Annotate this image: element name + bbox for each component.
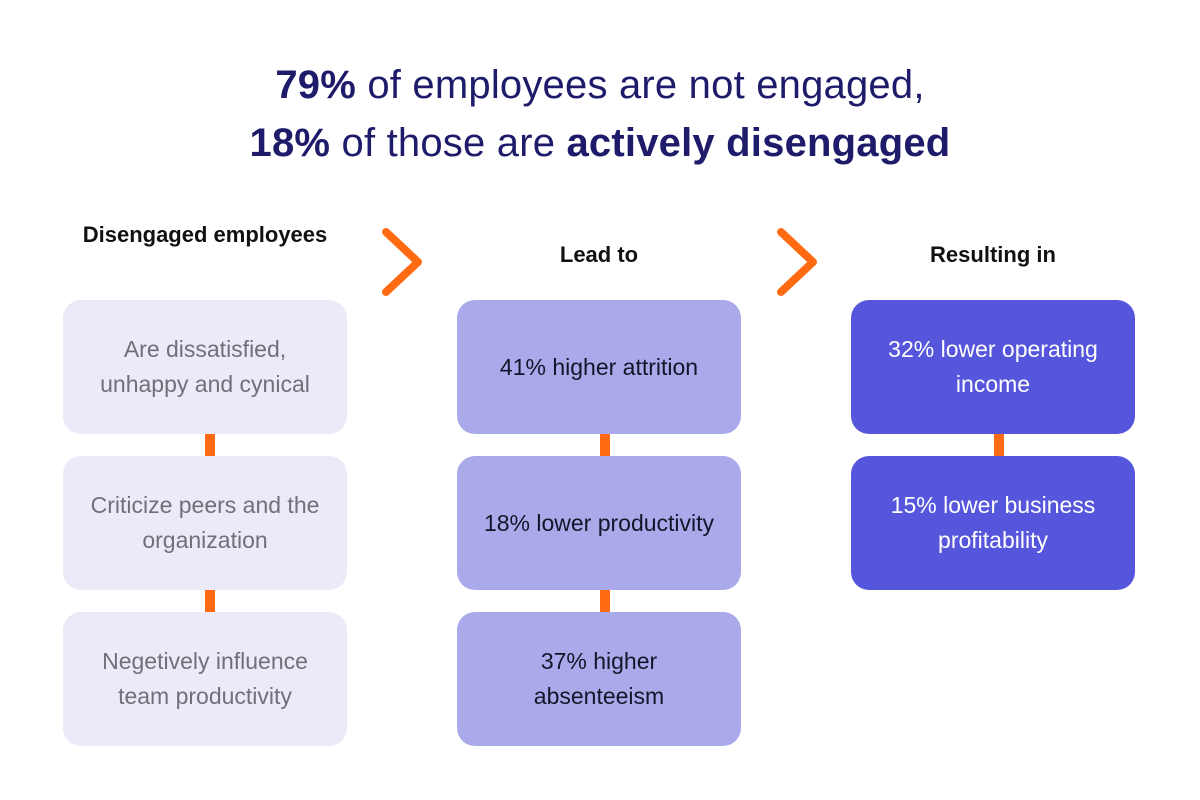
card-influence: Negetively influence team productivity [63, 612, 347, 746]
card-absenteeism: 37% higher absenteeism [457, 612, 741, 746]
card-business-profitability: 15% lower business profitability [851, 456, 1135, 590]
headline-line-1: 79% of employees are not engaged, [0, 56, 1200, 114]
card-dissatisfied: Are dissatisfied, unhappy and cynical [63, 300, 347, 434]
card-text-absenteeism: 37% higher absenteeism [533, 648, 665, 709]
headline-emphasis: actively disengaged [566, 121, 951, 165]
card-text-dissatisfied: Are dissatisfied, unhappy and cynical [100, 336, 310, 397]
card-criticize: Criticize peers and the organization [63, 456, 347, 590]
headline-stat-disengaged: 18% [249, 121, 331, 165]
connector-line [994, 434, 1004, 456]
connector-line [600, 590, 610, 612]
headline-stat-engaged: 79% [275, 63, 357, 107]
connector-line [205, 434, 215, 456]
card-text-operating-income: 32% lower operating income [888, 336, 1098, 397]
column-title-disengaged-employees: Disengaged employees [82, 222, 328, 247]
card-text-influence: Negetively influence team productivity [102, 648, 308, 709]
chevron-right-icon [382, 228, 422, 296]
connector-line [600, 434, 610, 456]
headline-text-engaged: of employees are not engaged, [356, 63, 925, 107]
card-text-productivity: 18% lower productivity [483, 509, 715, 536]
headline-text-disengaged: of those are [330, 121, 567, 165]
chevron-right-icon [777, 228, 817, 296]
column-title-lead-to: Lead to [559, 242, 639, 267]
card-operating-income: 32% lower operating income [851, 300, 1135, 434]
card-text-criticize: Criticize peers and the organization [90, 492, 320, 553]
column-title-resulting-in: Resulting in [930, 242, 1056, 267]
card-attrition: 41% higher attrition [457, 300, 741, 434]
headline: 79% of employees are not engaged, 18% of… [0, 56, 1200, 172]
connector-line [205, 590, 215, 612]
card-productivity: 18% lower productivity [457, 456, 741, 590]
card-text-business-profitability: 15% lower business profitability [890, 492, 1096, 553]
headline-line-2: 18% of those are actively disengaged [239, 114, 961, 172]
card-text-attrition: 41% higher attrition [499, 353, 699, 380]
